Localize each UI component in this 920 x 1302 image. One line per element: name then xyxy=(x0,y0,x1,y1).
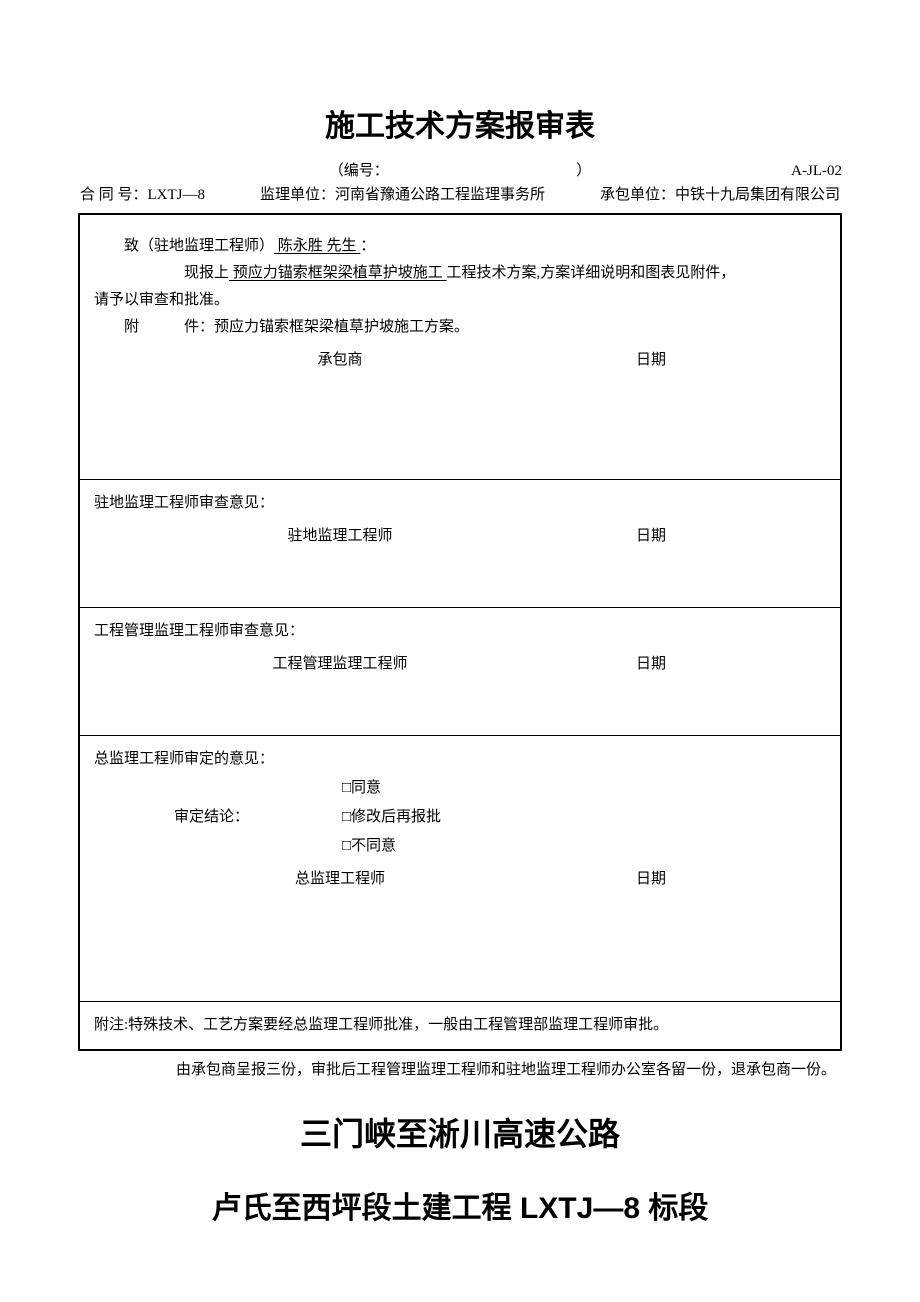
management-role: 工程管理监理工程师 xyxy=(94,651,586,678)
supervisor-unit: 监理单位：河南省豫通公路工程监理事务所 xyxy=(260,182,545,209)
decision-row-1: □同意 xyxy=(94,775,826,802)
submission-cell: 致（驻地监理工程师） 陈永胜 先生 ： 现报上 预应力锚索框架梁植草护坡施工 工… xyxy=(80,215,840,480)
decision-blank2 xyxy=(94,833,342,860)
chief-engineer-cell: 总监理工程师审定的意见： □同意 审定结论： □修改后再报批 □不同意 总监理工… xyxy=(80,736,840,1002)
chief-review-head: 总监理工程师审定的意见： xyxy=(94,746,826,773)
footnote-text: 由承包商呈报三份，审批后工程管理监理工程师和驻地监理工程师办公室各留一份，退承包… xyxy=(78,1057,842,1084)
resident-role: 驻地监理工程师 xyxy=(94,523,586,550)
resident-engineer-cell: 驻地监理工程师审查意见： 驻地监理工程师 日期 xyxy=(80,480,840,608)
resident-signature-line: 驻地监理工程师 日期 xyxy=(94,523,826,550)
chief-signature-line: 总监理工程师 日期 xyxy=(94,866,826,893)
submit-line: 现报上 预应力锚索框架梁植草护坡施工 工程技术方案,方案详细说明和图表见附件， xyxy=(94,260,826,287)
project-heading-2: 卢氏至西坪段土建工程 LXTJ—8 标段 xyxy=(78,1182,842,1236)
decision-revise: □修改后再报批 xyxy=(342,804,826,831)
submit-prefix: 现报上 xyxy=(184,265,229,281)
management-date-label: 日期 xyxy=(586,651,826,678)
main-form-box: 致（驻地监理工程师） 陈永胜 先生 ： 现报上 预应力锚索框架梁植草护坡施工 工… xyxy=(78,213,842,1051)
decision-disagree: □不同意 xyxy=(342,833,826,860)
decision-row-2: 审定结论： □修改后再报批 xyxy=(94,804,826,831)
addressee-suffix: ： xyxy=(360,238,375,254)
form-code: A-JL-02 xyxy=(791,158,842,185)
contractor-date-label: 日期 xyxy=(586,347,826,374)
submit-item: 预应力锚索框架梁植草护坡施工 xyxy=(229,265,447,281)
addressee-prefix: 致（驻地监理工程师） xyxy=(124,238,274,254)
decision-blank xyxy=(94,775,342,802)
resident-review-head: 驻地监理工程师审查意见： xyxy=(94,490,826,517)
reference-number: （编号： ） xyxy=(78,158,842,185)
resident-date-label: 日期 xyxy=(586,523,826,550)
note-text: 附注:特殊技术、工艺方案要经总监理工程师批准，一般由工程管理部监理工程师审批。 xyxy=(94,1012,826,1039)
addressee-name: 陈永胜 先生 xyxy=(274,238,360,254)
addressee-line: 致（驻地监理工程师） 陈永胜 先生 ： xyxy=(94,233,826,260)
request-line: 请予以审查和批准。 xyxy=(94,287,826,314)
project-heading-1: 三门峡至淅川高速公路 xyxy=(78,1106,842,1164)
contractor-signature-line: 承包商 日期 xyxy=(94,347,826,374)
management-review-head: 工程管理监理工程师审查意见： xyxy=(94,618,826,645)
form-title: 施工技术方案报审表 xyxy=(78,100,842,154)
reference-line: （编号： ） A-JL-02 xyxy=(78,158,842,180)
decision-label: 审定结论： xyxy=(94,804,342,831)
contractor-role: 承包商 xyxy=(94,347,586,374)
contractor-unit: 承包单位：中铁十九局集团有限公司 xyxy=(600,182,840,209)
decision-agree: □同意 xyxy=(342,775,826,802)
contract-no: 合 同 号：LXTJ—8 xyxy=(80,182,205,209)
chief-role: 总监理工程师 xyxy=(94,866,586,893)
note-cell: 附注:特殊技术、工艺方案要经总监理工程师批准，一般由工程管理部监理工程师审批。 xyxy=(80,1002,840,1049)
chief-date-label: 日期 xyxy=(586,866,826,893)
submit-suffix: 工程技术方案,方案详细说明和图表见附件， xyxy=(447,265,736,281)
attachment-line: 附 件：预应力锚索框架梁植草护坡施工方案。 xyxy=(94,314,826,341)
meta-line: 合 同 号：LXTJ—8 监理单位：河南省豫通公路工程监理事务所 承包单位：中铁… xyxy=(78,182,842,209)
decision-row-3: □不同意 xyxy=(94,833,826,860)
management-engineer-cell: 工程管理监理工程师审查意见： 工程管理监理工程师 日期 xyxy=(80,608,840,736)
management-signature-line: 工程管理监理工程师 日期 xyxy=(94,651,826,678)
